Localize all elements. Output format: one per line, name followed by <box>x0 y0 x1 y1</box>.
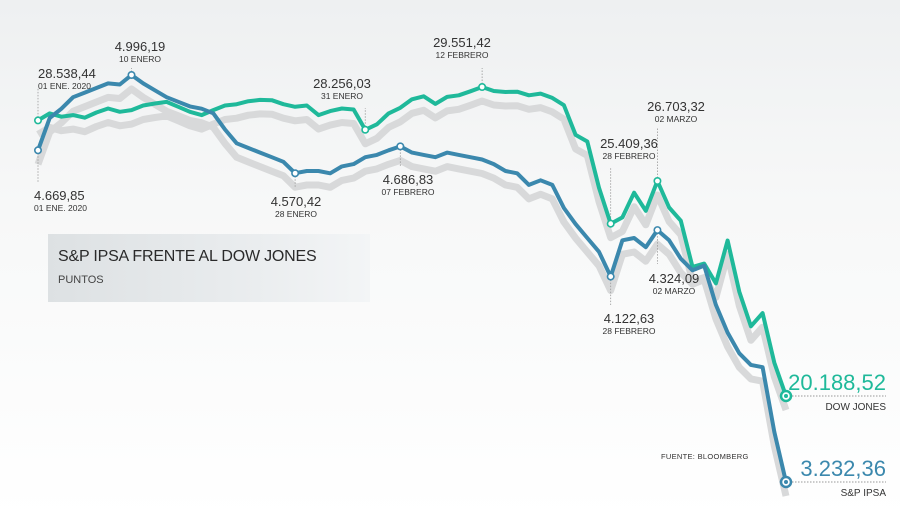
annotation-date: 01 ENE. 2020 <box>34 203 87 213</box>
end-labels: 20.188,52 DOW JONES 3.232,36 S&P IPSA <box>788 370 886 499</box>
annotation-value: 29.551,42 <box>433 35 491 50</box>
annotation-date: 12 FEBRERO <box>436 50 489 60</box>
series-shadow-0 <box>36 97 790 412</box>
end-marker-core <box>784 480 788 484</box>
series-lines <box>36 73 788 484</box>
annotation-date: 10 ENERO <box>119 54 161 64</box>
series-name-label: S&P IPSA <box>841 488 887 499</box>
annotation-marker <box>653 176 662 185</box>
annotation-date: 28 ENERO <box>275 209 317 219</box>
series-shadow-1 <box>34 85 790 497</box>
annotation-marker <box>478 83 487 92</box>
annotation-value: 28.538,44 <box>38 66 96 81</box>
end-value: 3.232,36 <box>800 456 886 481</box>
annotation-value: 4.686,83 <box>383 172 434 187</box>
annotation-date: 02 MARZO <box>653 286 696 296</box>
annotation-connectors <box>37 68 658 305</box>
annotation-marker <box>33 146 42 155</box>
annotation-date: 07 FEBRERO <box>382 187 435 197</box>
annotation-value: 4.669,85 <box>34 188 85 203</box>
annotation-date: 28 FEBRERO <box>603 151 656 161</box>
annotation-value: 4.996,19 <box>115 39 166 54</box>
annotation-date: 02 MARZO <box>655 114 698 124</box>
annotation-value: 4.324,09 <box>649 271 700 286</box>
annotation-marker <box>33 116 42 125</box>
annotation-marker <box>653 226 662 235</box>
chart-title: S&P IPSA FRENTE AL DOW JONES <box>58 248 317 265</box>
series-line-sp-ipsa <box>36 73 788 484</box>
annotation-date: 31 ENERO <box>321 91 363 101</box>
annotation-markers <box>33 71 793 489</box>
annotation-marker <box>396 142 405 151</box>
annotation-marker <box>606 219 615 228</box>
end-marker-core <box>784 394 788 398</box>
annotation-date: 01 ENE. 2020 <box>38 81 91 91</box>
title-box: S&P IPSA FRENTE AL DOW JONES PUNTOS <box>48 234 370 302</box>
shadow-layer <box>34 85 790 497</box>
series-name-label: DOW JONES <box>825 402 886 413</box>
annotation-marker <box>291 169 300 178</box>
annotation-marker <box>127 71 136 80</box>
annotation-marker <box>361 125 370 134</box>
annotation-date: 28 FEBRERO <box>603 326 656 336</box>
annotation-value: 25.409,36 <box>600 136 658 151</box>
annotation-value: 4.122,63 <box>604 311 655 326</box>
annotation-marker <box>606 272 615 281</box>
source-note: FUENTE: BLOOMBERG <box>661 452 749 461</box>
series-line-dow-jones <box>36 85 788 398</box>
chart-subtitle: PUNTOS <box>58 274 104 286</box>
annotation-value: 28.256,03 <box>313 76 371 91</box>
annotation-value: 26.703,32 <box>647 99 705 114</box>
end-value: 20.188,52 <box>788 370 886 395</box>
annotation-value: 4.570,42 <box>271 194 322 209</box>
